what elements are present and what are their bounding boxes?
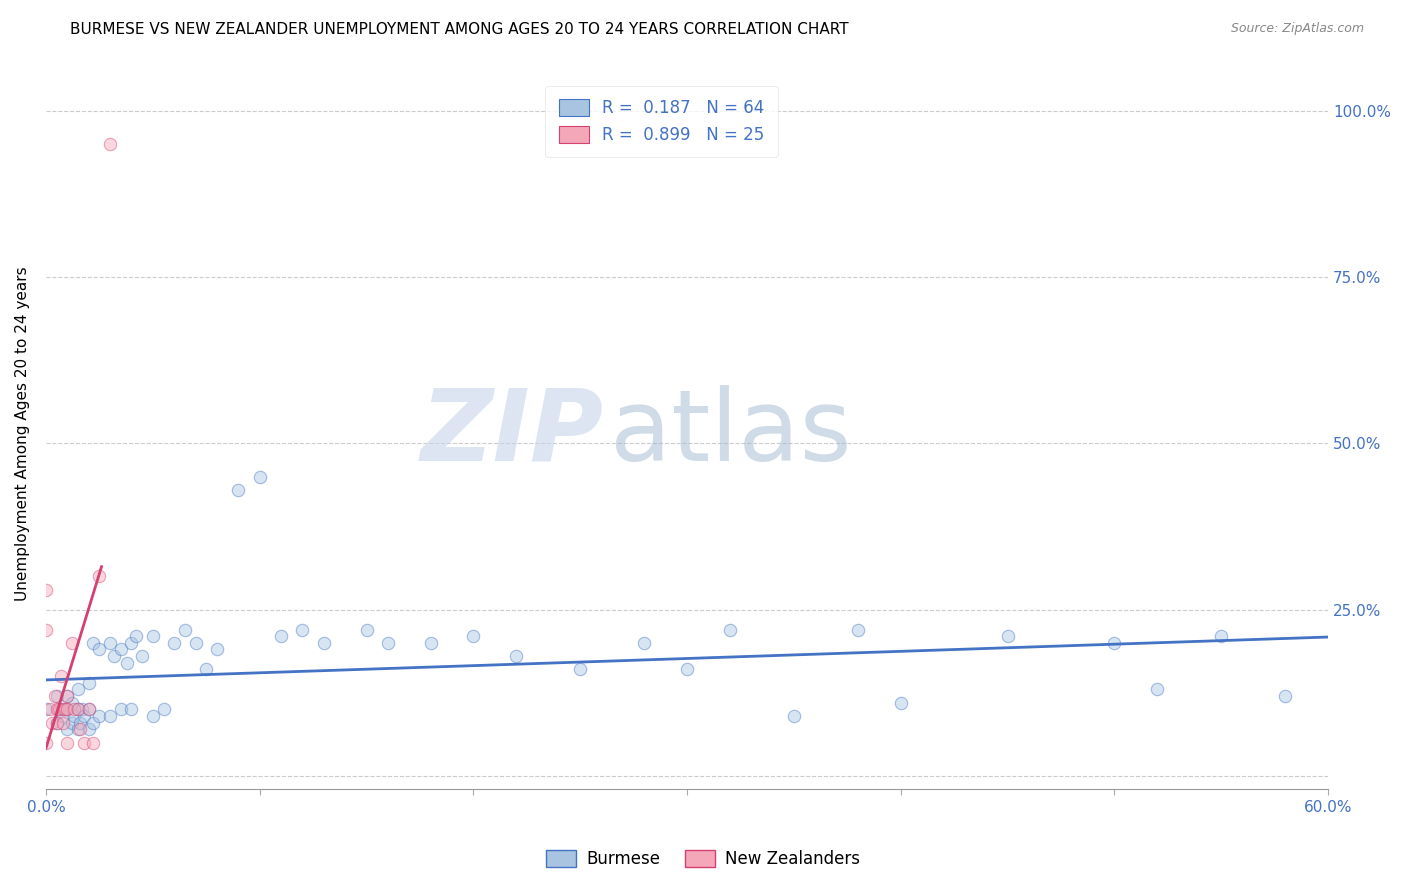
Point: [98, 136, 121, 151]
Point: [131, 649, 153, 664]
Point: [45, 715, 67, 730]
Text: Source: ZipAtlas.com: Source: ZipAtlas.com: [1230, 22, 1364, 36]
Point: [125, 629, 148, 643]
Point: [66, 702, 89, 716]
Text: atlas: atlas: [610, 384, 852, 482]
Point: [142, 709, 165, 723]
Point: [356, 623, 378, 637]
Point: [110, 642, 132, 657]
Text: ZIP: ZIP: [420, 384, 603, 482]
Point: [110, 702, 132, 716]
Point: [419, 636, 441, 650]
Point: [163, 636, 186, 650]
Point: [77, 702, 100, 716]
Point: [77, 702, 100, 716]
Point: [103, 649, 125, 664]
Point: [226, 483, 249, 497]
Point: [115, 656, 138, 670]
Point: [997, 629, 1019, 643]
Point: [270, 629, 292, 643]
Point: [56, 689, 79, 703]
Point: [890, 696, 912, 710]
Point: [60, 696, 83, 710]
Point: [69, 715, 91, 730]
Point: [52, 709, 75, 723]
Point: [377, 636, 399, 650]
Point: [77, 675, 100, 690]
Point: [142, 629, 165, 643]
Point: [291, 623, 314, 637]
Legend: Burmese, New Zealanders: Burmese, New Zealanders: [540, 843, 866, 875]
Point: [82, 715, 104, 730]
Point: [676, 662, 699, 676]
Point: [66, 682, 89, 697]
Point: [1274, 689, 1296, 703]
Point: [1211, 629, 1233, 643]
Point: [89, 569, 111, 583]
Point: [35, 582, 58, 597]
Point: [69, 723, 91, 737]
Point: [60, 636, 83, 650]
Point: [1146, 682, 1168, 697]
Point: [56, 735, 79, 749]
Point: [60, 715, 83, 730]
Point: [45, 715, 67, 730]
Point: [56, 689, 79, 703]
Point: [52, 702, 75, 716]
Point: [633, 636, 655, 650]
Point: [72, 702, 94, 716]
Point: [73, 735, 96, 749]
Point: [120, 636, 142, 650]
Point: [56, 723, 79, 737]
Point: [569, 662, 592, 676]
Point: [783, 709, 806, 723]
Point: [48, 702, 70, 716]
Point: [120, 702, 142, 716]
Point: [44, 689, 66, 703]
Point: [45, 702, 67, 716]
Point: [89, 709, 111, 723]
Point: [52, 715, 75, 730]
Point: [205, 642, 228, 657]
Point: [195, 662, 218, 676]
Text: BURMESE VS NEW ZEALANDER UNEMPLOYMENT AMONG AGES 20 TO 24 YEARS CORRELATION CHAR: BURMESE VS NEW ZEALANDER UNEMPLOYMENT AM…: [70, 22, 849, 37]
Y-axis label: Unemployment Among Ages 20 to 24 years: Unemployment Among Ages 20 to 24 years: [15, 266, 30, 600]
Point: [62, 709, 84, 723]
Point: [66, 723, 89, 737]
Point: [463, 629, 485, 643]
Point: [62, 702, 84, 716]
Point: [35, 623, 58, 637]
Point: [505, 649, 527, 664]
Point: [49, 669, 72, 683]
Point: [249, 469, 271, 483]
Point: [184, 636, 207, 650]
Point: [98, 636, 121, 650]
Point: [152, 702, 174, 716]
Point: [312, 636, 335, 650]
Point: [98, 709, 121, 723]
Point: [35, 702, 58, 716]
Point: [73, 709, 96, 723]
Legend: R =  0.187   N = 64, R =  0.899   N = 25: R = 0.187 N = 64, R = 0.899 N = 25: [546, 86, 778, 157]
Point: [41, 715, 63, 730]
Point: [45, 689, 67, 703]
Point: [49, 702, 72, 716]
Point: [846, 623, 869, 637]
Point: [82, 735, 104, 749]
Point: [718, 623, 741, 637]
Point: [89, 642, 111, 657]
Point: [56, 702, 79, 716]
Point: [39, 702, 62, 716]
Point: [82, 636, 104, 650]
Point: [35, 735, 58, 749]
Point: [56, 702, 79, 716]
Point: [77, 723, 100, 737]
Point: [53, 702, 76, 716]
Point: [66, 702, 89, 716]
Point: [173, 623, 195, 637]
Point: [1104, 636, 1126, 650]
